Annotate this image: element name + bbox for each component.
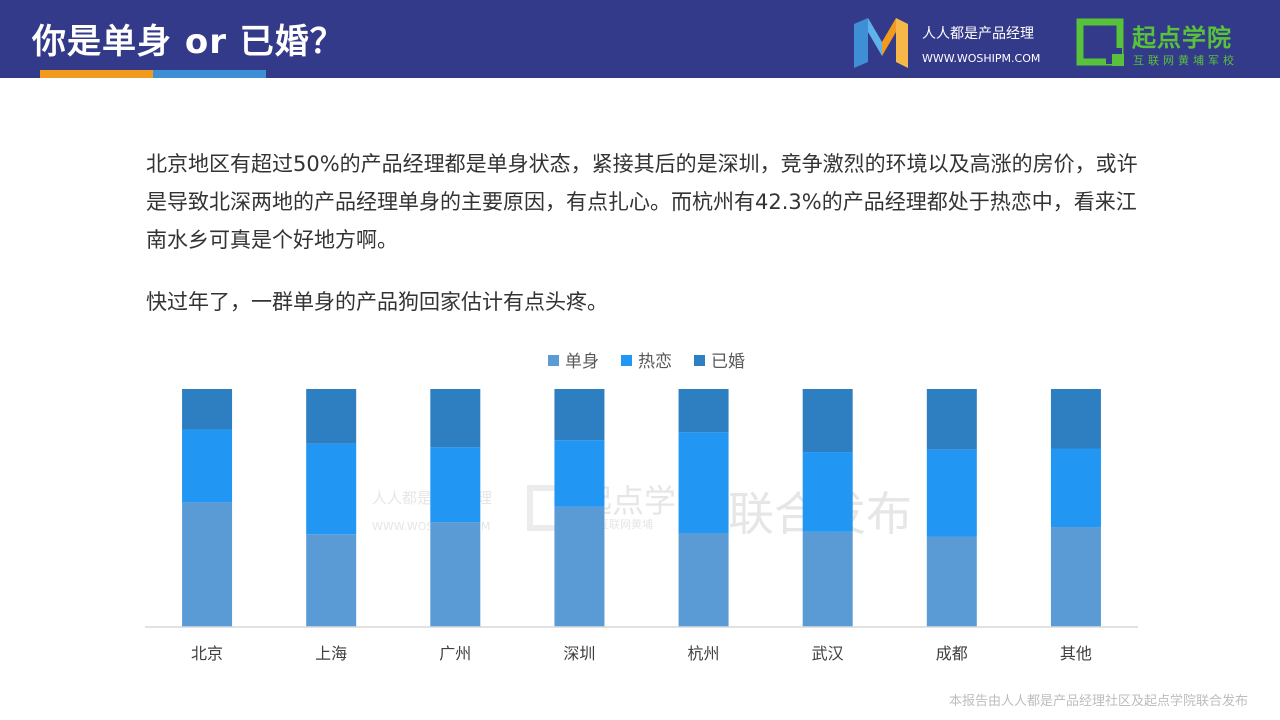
- bar-3-0: [554, 506, 605, 627]
- bar-3-1: [554, 440, 605, 507]
- brand-qidian-slogan: 互联网黄埔军校: [1133, 54, 1238, 67]
- brand-woshipm: 人人都是产品经理 WWW.WOSHIPM.COM: [852, 16, 1062, 70]
- bar-7-2: [1050, 389, 1101, 449]
- bar-0-1: [182, 429, 233, 503]
- bar-5-1: [802, 452, 853, 532]
- bar-6-0: [926, 536, 977, 627]
- x-tick-label-4: 杭州: [688, 644, 720, 663]
- x-tick-label-1: 上海: [315, 644, 347, 663]
- bar-2-0: [430, 522, 481, 627]
- qidian-logo-icon: [1076, 18, 1124, 66]
- footer-note: 本报告由人人都是产品经理社区及起点学院联合发布: [948, 694, 1248, 709]
- bar-1-0: [306, 534, 357, 627]
- bar-1-2: [306, 389, 357, 444]
- bar-7-0: [1050, 527, 1101, 627]
- legend-swatch-0: [548, 355, 559, 366]
- legend-label-1: 热恋: [638, 351, 672, 372]
- x-tick-label-3: 深圳: [563, 644, 595, 663]
- legend-label-2: 已婚: [711, 352, 745, 372]
- bar-2-1: [430, 447, 481, 523]
- bar-0-2: [182, 389, 233, 430]
- bar-4-1: [678, 432, 729, 533]
- title-accent-orange: [40, 70, 153, 78]
- bar-7-1: [1050, 448, 1101, 528]
- bar-2-2: [430, 389, 481, 448]
- brand-woshipm-url: WWW.WOSHIPM.COM: [922, 52, 1041, 65]
- brand-qidian-name: 起点学院: [1132, 24, 1232, 52]
- brand-woshipm-name: 人人都是产品经理: [922, 26, 1034, 42]
- x-tick-label-6: 成都: [936, 644, 968, 663]
- bar-1-1: [306, 443, 357, 535]
- bar-5-0: [802, 531, 853, 627]
- bar-6-1: [926, 449, 977, 537]
- header-bar: 你是单身 or 已婚？ 人人都是产品经理 WWW.WOSHIPM.COM 起点学…: [0, 0, 1280, 78]
- bar-6-2: [926, 389, 977, 450]
- bar-0-0: [182, 502, 233, 627]
- bar-3-2: [554, 389, 605, 441]
- x-tick-label-0: 北京: [191, 644, 223, 663]
- brand-qidian: 起点学院 互联网黄埔军校: [1076, 16, 1276, 70]
- bar-4-0: [678, 532, 729, 627]
- legend-swatch-2: [694, 355, 705, 366]
- closing-paragraph: 快过年了，一群单身的产品狗回家估计有点头疼。: [146, 290, 608, 314]
- legend-label-0: 单身: [565, 352, 599, 372]
- legend-swatch-1: [621, 355, 632, 366]
- page-title: 你是单身 or 已婚？: [32, 22, 345, 62]
- x-tick-label-2: 广州: [439, 644, 471, 663]
- woshipm-logo-icon: [854, 18, 908, 68]
- x-tick-label-5: 武汉: [812, 644, 844, 663]
- bar-5-2: [802, 389, 853, 453]
- bar-4-2: [678, 389, 729, 433]
- x-tick-label-7: 其他: [1060, 644, 1092, 663]
- intro-paragraph: 北京地区有超过50%的产品经理都是单身状态，紧接其后的是深圳，竞争激烈的环境以及…: [146, 152, 1138, 252]
- watermark-school-sub: 互联网黄埔: [598, 517, 653, 531]
- title-accent-blue: [153, 70, 266, 78]
